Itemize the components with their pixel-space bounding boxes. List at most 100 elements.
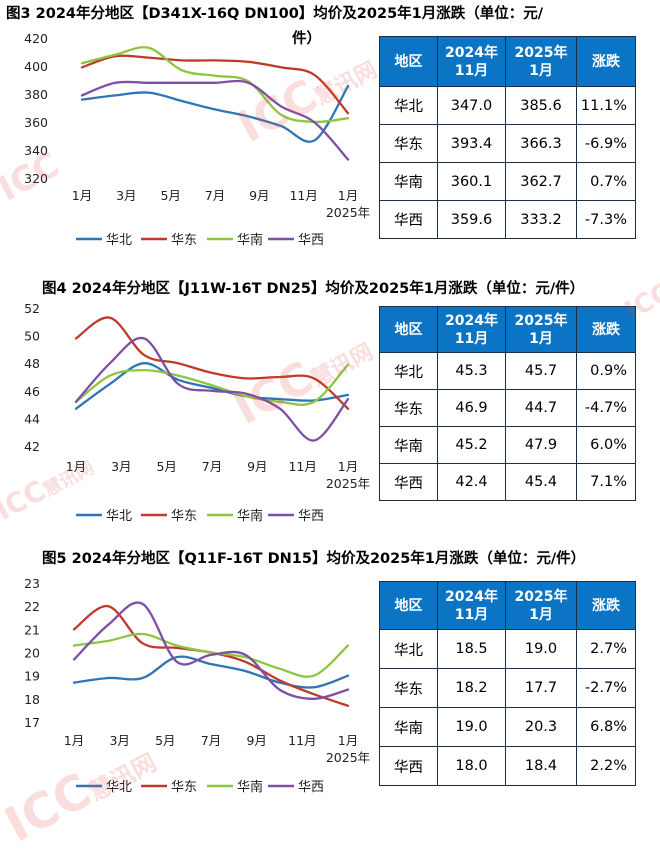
cell-region: 华南 [379,426,438,464]
cell-nov: 42.4 [437,463,506,501]
header-nov-2024: 2024年 11月 [437,581,506,630]
header-change: 涨跌 [576,581,636,630]
y-tick-label: 46 [24,384,40,399]
x-tick-label: 7月 [201,733,221,748]
y-tick-label: 420 [24,31,48,46]
price-change-table: 地区 2024年 11月 2025年 1月 涨跌 华北 18.5 19.0 2.7%… [379,581,636,786]
cell-nov: 18.0 [437,746,506,786]
cell-region: 华东 [379,668,438,708]
x-tick-label: 11月 [289,188,317,203]
header-nov-2024: 2024年 11月 [437,36,506,87]
series-line-1 [72,655,350,689]
cell-change: 11.1% [576,86,636,125]
table-row: 华北 18.5 19.0 2.7% [379,629,636,669]
cell-change: -7.3% [576,200,636,239]
cell-jan: 366.3 [505,124,577,163]
series-line-3 [74,363,350,406]
cell-change: -4.7% [576,389,636,427]
cell-nov: 45.2 [437,426,506,464]
chart-section-2: 图4 2024年分地区【J11W-16T DN25】均价及2025年1月涨跌（单… [0,276,660,546]
cell-nov: 18.5 [437,629,506,669]
x-tick-label: 7月 [202,459,222,474]
cell-change: -6.9% [576,124,636,163]
cell-jan: 362.7 [505,162,577,201]
table-row: 华东 393.4 366.3 -6.9% [379,124,636,163]
table-row: 华东 46.9 44.7 -4.7% [379,389,636,427]
legend-label: 华北 [106,780,132,795]
y-tick-label: 400 [24,59,48,74]
header-nov-2024: 2024年 11月 [437,306,506,353]
cell-jan: 47.9 [505,426,577,464]
y-tick-label: 19 [24,669,40,684]
legend-label: 华南 [237,508,263,524]
y-tick-label: 360 [24,115,48,130]
chart-title: 图5 2024年分地区【Q11F-16T DN15】均价及2025年1月涨跌（单… [42,551,586,567]
cell-jan: 385.6 [505,86,577,125]
chart-section-3: 图5 2024年分地区【Q11F-16T DN15】均价及2025年1月涨跌（单… [0,546,660,834]
header-change: 涨跌 [576,306,636,353]
legend-label: 华北 [106,509,132,524]
table-row: 华北 45.3 45.7 0.9% [379,352,636,390]
x-tick-label: 5月 [155,733,175,748]
y-tick-label: 320 [24,171,48,186]
x-tick-label: 11月 [288,459,316,474]
x-tick-label: 7月 [205,188,225,203]
cell-jan: 19.0 [505,629,577,669]
header-region: 地区 [379,581,438,630]
x-tick-label: 11月 [288,733,316,748]
header-jan-2025: 2025年 1月 [505,36,577,87]
x-year-label: 2025年 [326,750,370,765]
x-tick-label: 1月 [66,459,86,474]
series-line-3 [80,46,350,124]
series-line-4 [74,336,350,442]
cell-nov: 46.9 [437,389,506,427]
y-tick-label: 21 [24,622,40,637]
cell-jan: 18.4 [505,746,577,786]
header-jan-2025: 2025年 1月 [505,306,577,353]
chart-title-cont: 件） [292,31,321,47]
x-tick-label: 5月 [160,188,180,203]
table-row: 华东 18.2 17.7 -2.7% [379,668,636,708]
legend-label: 华北 [106,233,132,248]
series-line-3 [72,632,350,678]
cell-change: 7.1% [576,463,636,501]
chart-title: 图4 2024年分地区【J11W-16T DN25】均价及2025年1月涨跌（单… [42,281,585,297]
x-tick-label: 1月 [338,188,358,203]
y-tick-label: 42 [24,439,40,454]
cell-nov: 45.3 [437,352,506,390]
legend-label: 华西 [298,780,324,795]
y-tick-label: 17 [24,715,40,730]
x-tick-label: 3月 [111,459,131,474]
y-tick-label: 20 [24,646,40,661]
cell-region: 华南 [379,162,438,201]
series-line-1 [74,362,350,410]
y-tick-label: 380 [24,87,48,102]
series-line-2 [74,316,350,410]
cell-change: 0.7% [576,162,636,201]
y-tick-label: 50 [24,329,40,344]
y-tick-label: 48 [24,356,40,371]
cell-nov: 360.1 [437,162,506,201]
series-line-1 [80,85,350,143]
cell-nov: 393.4 [437,124,506,163]
y-tick-label: 22 [24,599,40,614]
cell-jan: 45.4 [505,463,577,501]
x-tick-label: 9月 [249,188,269,203]
cell-region: 华北 [379,352,438,390]
x-tick-label: 3月 [109,733,129,748]
cell-nov: 347.0 [437,86,506,125]
cell-region: 华西 [379,746,438,786]
table-row: 华南 19.0 20.3 6.8% [379,707,636,747]
x-tick-label: 3月 [116,188,136,203]
legend-label: 华西 [298,233,324,248]
x-tick-label: 1月 [64,733,84,748]
table-row: 华西 18.0 18.4 2.2% [379,746,636,786]
table-row: 华西 359.6 333.2 -7.3% [379,200,636,239]
cell-change: 0.9% [576,352,636,390]
table-row: 华西 42.4 45.4 7.1% [379,463,636,501]
table-row: 华南 360.1 362.7 0.7% [379,162,636,201]
chart-section-1: 图3 2024年分地区【D341X-16Q DN100】均价及2025年1月涨跌… [0,0,660,270]
legend-label: 华西 [298,509,324,524]
table-row: 华南 45.2 47.9 6.0% [379,426,636,464]
price-change-table: 地区 2024年 11月 2025年 1月 涨跌 华北 45.3 45.7 0.9%… [379,306,636,501]
